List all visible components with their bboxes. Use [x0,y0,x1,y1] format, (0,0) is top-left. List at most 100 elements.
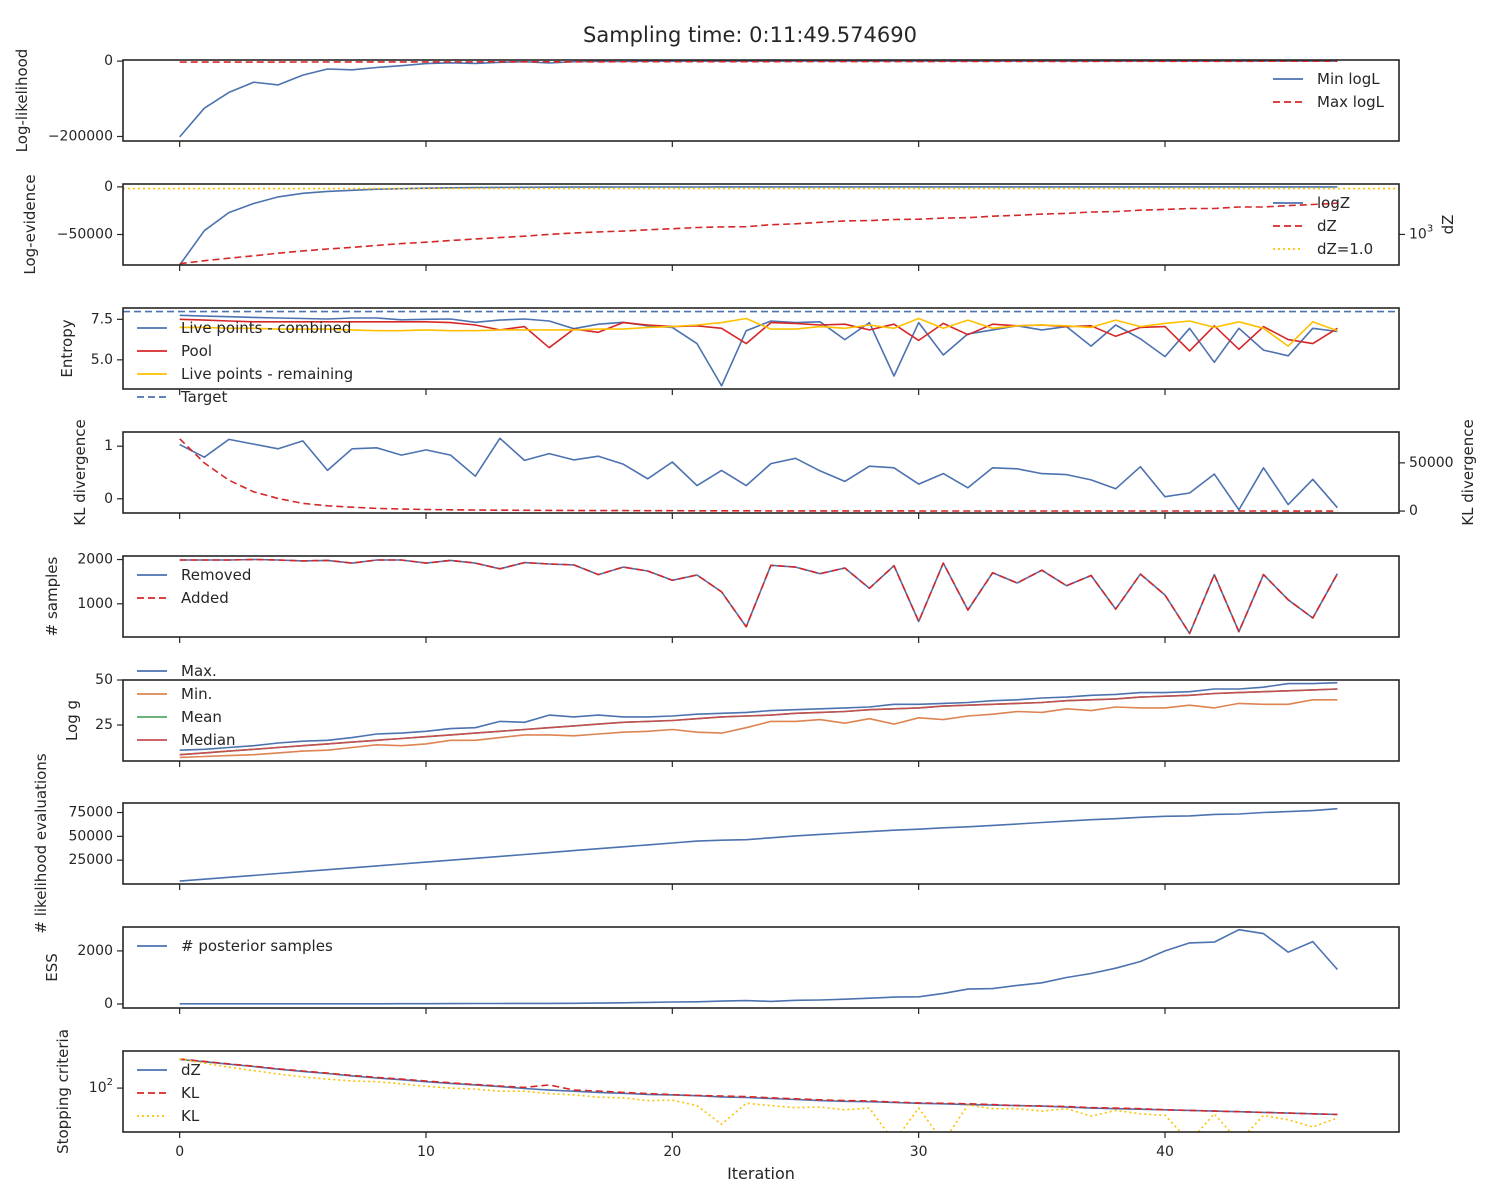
legend: Live points - combined Pool Live points - … [137,319,353,406]
legend-label: dZ [181,1061,201,1079]
y-axis-label: Log-likelihood [13,49,31,153]
y-tick-label: 25000 [68,852,113,868]
series-line [179,186,1338,265]
y-axis-label: KL divergence [71,419,89,525]
panel-4: 1 0 50000 0 KL divergence KL divergence [71,419,1477,525]
series-line [179,438,1338,512]
y-tick-label: 2000 [77,943,113,959]
series-group [179,807,1338,882]
y-tick-label: 50 [95,672,113,688]
legend: Max. Min. Mean Median [137,662,236,749]
y-tick-label: 75000 [68,805,113,821]
axes-frame [122,926,1400,1009]
y-axis-label: # likelihood evaluations [32,753,50,933]
legend-label: Target [180,388,228,406]
y-tick-label: 1 [104,438,113,454]
series-line [179,317,1338,347]
axes-frame [122,183,1400,266]
legend-label: Live points - combined [181,319,351,337]
legend-label: Added [181,589,229,607]
y-axis-label: # samples [43,556,61,636]
legend: Min logL Max logL [1273,70,1385,111]
series-line [179,60,1338,63]
y-tick-label: 1000 [77,596,113,612]
series-group [179,1058,1338,1132]
series-line [179,1058,1338,1116]
series-group [179,928,1339,1005]
panel-5: 2000 1000 # samples Removed Added [43,552,1400,643]
y-right-tick-label: 0 [1409,503,1418,519]
series-line [179,681,1338,751]
x-tick-label: 20 [663,1144,681,1160]
y-axis-label: ESS [43,953,61,982]
legend-label: Median [181,731,236,749]
panel-7: 75000 50000 25000 # likelihood evaluations [32,753,1400,934]
legend-label: KL [181,1107,200,1125]
panel-1: 0 −200000 Log-likelihood Min logL Max logL [13,49,1400,153]
series-group [123,186,1399,265]
legend-label: Live points - remaining [181,365,353,383]
y-tick-label: 0 [104,179,113,195]
series-group [123,310,1399,387]
series-line [179,318,1338,352]
legend: logZ dZ dZ=1.0 [1273,194,1373,258]
legend-label: Min logL [1317,70,1380,88]
series-group [179,60,1338,138]
axes-frame [122,679,1400,762]
legend-label: # posterior samples [181,937,333,955]
legend-label: Min. [181,685,212,703]
series-line [179,698,1338,759]
x-tick-label: 10 [417,1144,435,1160]
y-right-axis-label: KL divergence [1459,419,1477,525]
legend-label: Max logL [1317,93,1385,111]
series-group [179,681,1338,759]
y-tick-label: 0 [104,996,113,1012]
figure-title: Sampling time: 0:11:49.574690 [583,23,917,47]
series-line [179,1058,1338,1132]
y-tick-label: 5.0 [91,352,113,368]
panel-8: 2000 0 ESS # posterior samples [43,926,1400,1014]
series-line [179,688,1338,756]
y-right-tick-label: 50000 [1409,455,1454,471]
y-tick-label: 0 [104,53,113,69]
series-line [179,558,1339,635]
legend-label: dZ=1.0 [1317,240,1373,258]
series-line [179,314,1338,387]
x-tick-label: 40 [1156,1144,1174,1160]
axes-frame [122,555,1400,638]
y-tick-label: 25 [95,717,113,733]
series-line [179,202,1338,265]
y-tick-label: 2000 [77,552,113,568]
legend: # posterior samples [137,937,333,955]
panel-6: 50 25 Log g Max. Min. Mean Median [63,662,1400,767]
series-group [179,437,1339,512]
legend-label: dZ [1317,217,1337,235]
y-tick-label: −200000 [48,128,113,144]
y-axis-label: Log-evidence [21,174,39,274]
legend-label: logZ [1317,194,1350,212]
y-axis-label: Log g [63,700,81,741]
series-group [179,558,1339,635]
y-axis-label: Stopping criteria [54,1029,72,1154]
legend: dZ KL KL [137,1061,201,1125]
legend-label: KL [181,1084,200,1102]
y-tick-label: 0 [104,491,113,507]
y-right-tick-label-exponent: 3 [1427,223,1433,234]
y-tick-label: −50000 [57,227,113,243]
legend-label: Removed [181,566,251,584]
axes-frame [122,59,1400,142]
legend: Removed Added [137,566,251,607]
x-tick-label: 0 [175,1144,184,1160]
x-tick-label: 30 [910,1144,928,1160]
y-tick-label-exponent: 2 [107,1077,113,1088]
y-tick-label: 7.5 [91,311,113,327]
legend-label: Max. [181,662,217,680]
y-tick-label: 50000 [68,828,113,844]
legend-label: Mean [181,708,222,726]
legend-label: Pool [181,342,212,360]
axes-frame [122,802,1400,885]
